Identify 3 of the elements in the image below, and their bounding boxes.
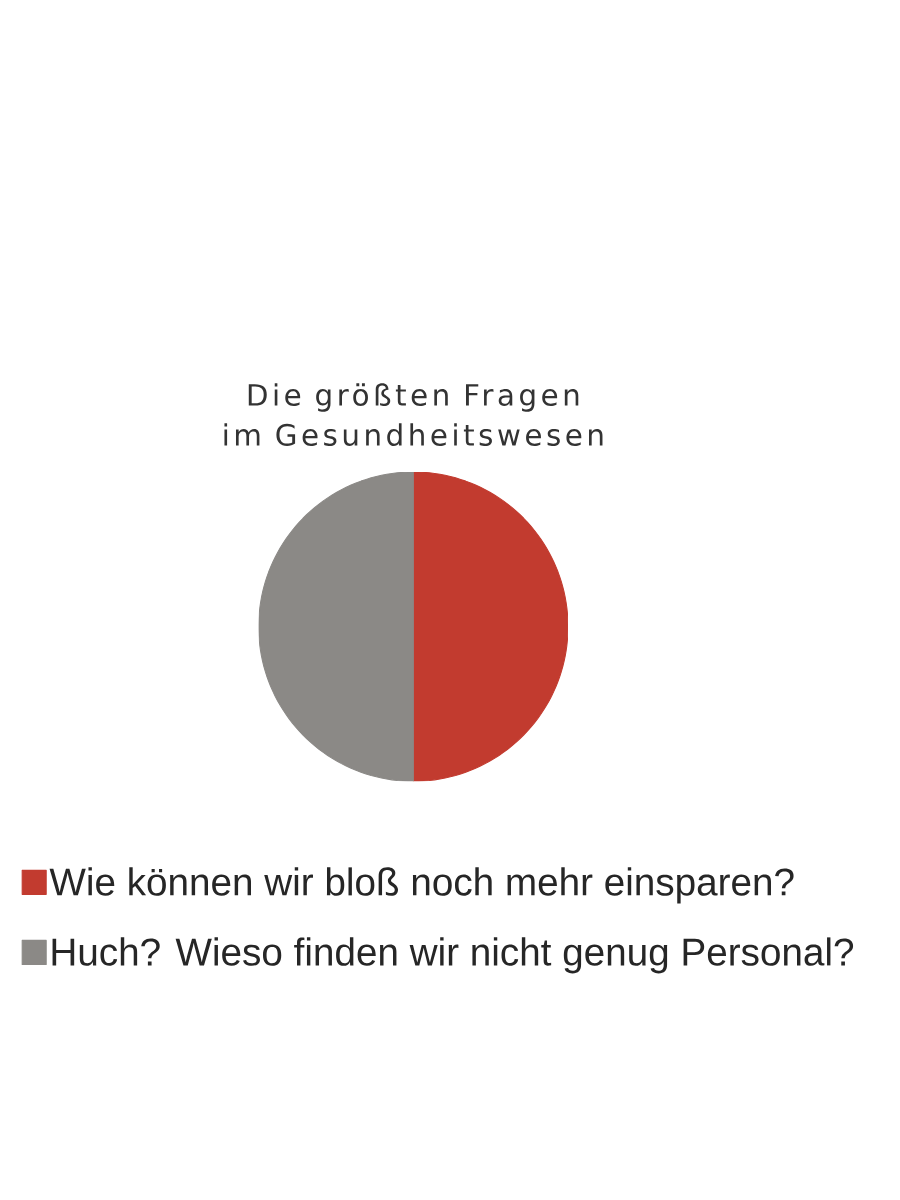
legend-label: Wie können wir bloß noch mehr einsparen? xyxy=(49,867,794,904)
chart-title: Die größten Fragen im Gesundheitswesen xyxy=(224,383,603,446)
legend-label: Huch? Wieso finden wir nicht genug Personal? xyxy=(52,937,854,974)
